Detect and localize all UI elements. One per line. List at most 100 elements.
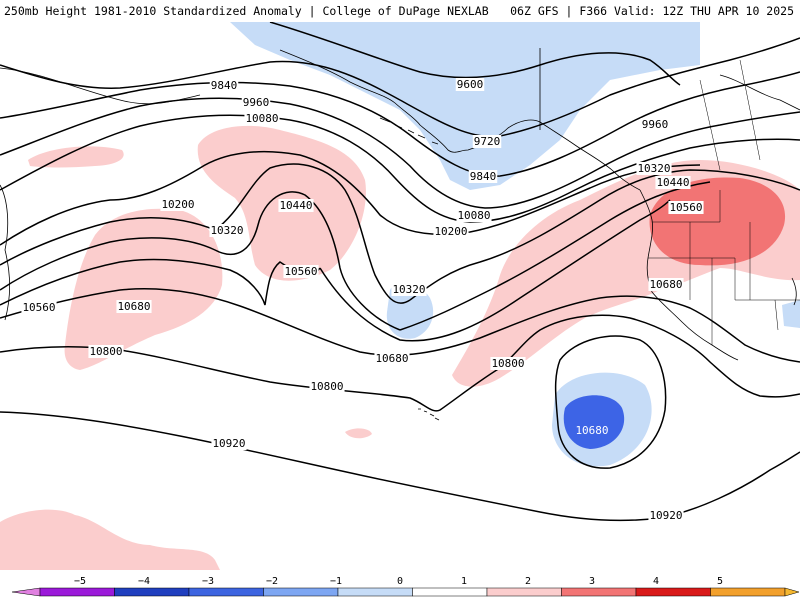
contour-9840	[0, 71, 800, 177]
label-10320-c: 10320	[637, 162, 670, 175]
hawaii-islands	[418, 408, 440, 421]
contour-10560-west	[0, 258, 321, 306]
contour-label-halo	[283, 265, 319, 278]
legend-swatch	[39, 587, 115, 597]
label-10680-a: 10680	[117, 300, 150, 313]
label-10440-b: 10440	[656, 176, 689, 189]
model-valid-time: 06Z GFS | F366 Valid: 12Z THU APR 10 202…	[510, 4, 794, 18]
legend-tick-label: −2	[266, 576, 278, 587]
negative-anomaly-east-edge	[782, 300, 800, 328]
legend-swatch	[337, 587, 413, 597]
alaska-coast	[279, 49, 641, 191]
legend-tick-label: 1	[461, 576, 467, 587]
contour-label-halo	[490, 357, 526, 370]
contour-9600	[269, 22, 681, 86]
legend-color-bar	[11, 587, 800, 597]
contour-10800	[0, 314, 800, 412]
canada-provinces	[699, 59, 761, 171]
legend-tick-label: −3	[202, 576, 214, 587]
label-10680-d: 10680	[575, 424, 608, 437]
east-coast-partial	[791, 277, 797, 306]
contour-label-halo	[433, 225, 469, 238]
contour-label-halo	[241, 96, 271, 109]
contour-label-halo	[655, 176, 691, 189]
legend-swatch	[114, 587, 190, 597]
positive-anomaly-northwest	[28, 146, 124, 168]
legend-end-right	[784, 587, 800, 597]
contour-label-halo	[455, 78, 485, 91]
contour-label-halo	[88, 345, 124, 358]
legend-swatch	[561, 587, 637, 597]
contour-label-halo	[116, 300, 152, 313]
legend-tick-label: 3	[589, 576, 595, 587]
contour-label-halo	[211, 437, 247, 450]
positive-anomaly-southwest	[0, 509, 220, 570]
label-10680-c: 10680	[649, 278, 682, 291]
contour-10320-west	[0, 163, 411, 304]
label-9840-b: 9840	[470, 170, 497, 183]
map-title: 250mb Height 1981-2010 Standardized Anom…	[4, 4, 489, 18]
label-10800-b: 10800	[310, 380, 343, 393]
label-10440-a: 10440	[279, 199, 312, 212]
legend-tick-label: 4	[653, 576, 659, 587]
positive-anomaly-south-small	[345, 428, 372, 439]
label-9960-a: 9960	[243, 96, 270, 109]
contour-label-halo	[209, 224, 245, 237]
contour-label-halo	[640, 118, 670, 131]
label-10560-c: 10560	[669, 201, 702, 214]
legend-tick-label: 0	[397, 576, 403, 587]
contour-label-halo	[668, 201, 704, 214]
contour-label-halo	[209, 79, 239, 92]
contour-9960	[0, 97, 800, 209]
label-10800-c: 10800	[491, 357, 524, 370]
label-10320-b: 10320	[392, 283, 425, 296]
contour-label-halo	[244, 112, 280, 125]
legend-tick-label: 2	[525, 576, 531, 587]
negative-anomaly-alaska	[230, 22, 700, 190]
legend-tick-label: −5	[74, 576, 86, 587]
contour-10440-east	[399, 181, 711, 331]
contour-label-halo	[636, 162, 672, 175]
legend-tick-labels: −5 −4 −3 −2 −1 0 1 2 3 4 5	[74, 576, 723, 587]
legend-swatch	[710, 587, 786, 597]
kamchatka-coast	[0, 184, 10, 321]
legend-swatch	[486, 587, 562, 597]
contour-label-halo	[472, 135, 502, 148]
contour-label-halo	[309, 380, 345, 393]
contour-labels: 9600 9720 9840 9840 9960 9960 10080 1008…	[21, 78, 704, 522]
label-10920-a: 10920	[212, 437, 245, 450]
contour-label-halo	[648, 509, 684, 522]
label-10200-a: 10200	[161, 198, 194, 211]
legend-swatch	[412, 587, 488, 597]
contour-label-halo	[21, 301, 57, 314]
contour-10200	[0, 150, 701, 246]
contour-10800-low	[554, 335, 667, 469]
label-10080-b: 10080	[457, 209, 490, 222]
contour-10440-west	[0, 191, 401, 331]
negative-anomaly-central	[386, 283, 434, 339]
label-10800-a: 10800	[89, 345, 122, 358]
contour-10920	[0, 411, 800, 522]
label-9600: 9600	[457, 78, 484, 91]
positive-anomaly-pnw-core	[649, 177, 786, 266]
legend-tick-label: −1	[330, 576, 342, 587]
label-10200-b: 10200	[434, 225, 467, 238]
contour-label-halo	[160, 198, 196, 211]
legend-swatch	[263, 587, 339, 597]
contour-10320-east	[409, 169, 800, 301]
label-10920-b: 10920	[649, 509, 682, 522]
contour-10680	[0, 288, 800, 363]
us-state-lines	[648, 190, 800, 345]
label-10080-a: 10080	[245, 112, 278, 125]
color-scale-legend: −5 −4 −3 −2 −1 0 1 2 3 4 5	[11, 576, 800, 597]
label-10680-b: 10680	[375, 352, 408, 365]
contour-10080	[0, 114, 800, 223]
anomaly-map: 9600 9720 9840 9840 9960 9960 10080 1008…	[0, 22, 800, 570]
contour-label-halo	[574, 424, 610, 437]
contour-label-halo	[468, 170, 498, 183]
label-10560-b: 10560	[284, 265, 317, 278]
label-9720: 9720	[474, 135, 501, 148]
contour-label-halo	[648, 278, 684, 291]
legend-swatch	[188, 587, 264, 597]
legend-tick-label: 5	[717, 576, 723, 587]
